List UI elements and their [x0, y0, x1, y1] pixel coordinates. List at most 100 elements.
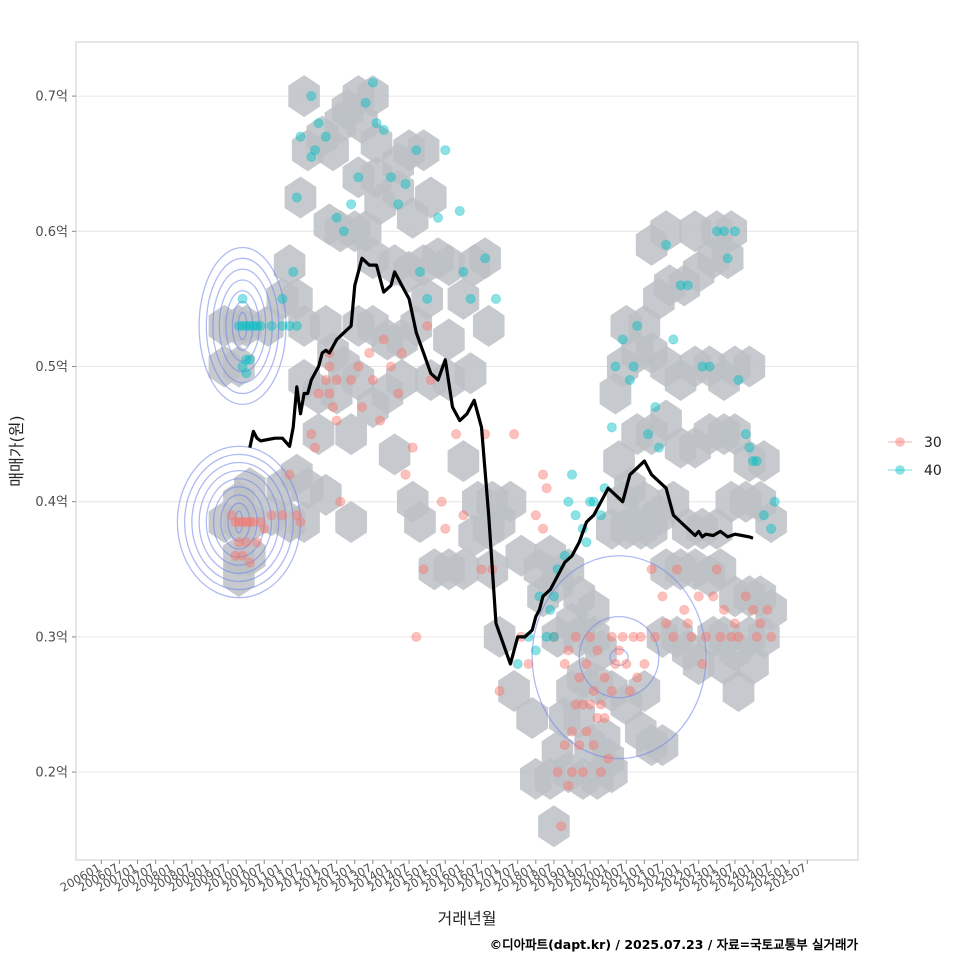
y-tick-label: 0.5억: [35, 360, 68, 375]
point-30: [327, 401, 339, 413]
point-40: [584, 496, 596, 507]
point-30: [548, 631, 559, 643]
hex-bin: [447, 440, 480, 483]
point-30: [679, 604, 690, 615]
point-30: [559, 739, 570, 751]
point-40: [729, 226, 741, 237]
point-30: [418, 564, 429, 575]
point-30: [635, 631, 646, 643]
point-40: [360, 97, 371, 108]
point-40: [751, 456, 762, 467]
point-30: [248, 516, 259, 528]
point-40: [244, 354, 255, 365]
point-30: [661, 618, 672, 629]
point-40: [610, 361, 621, 372]
point-30: [552, 767, 563, 778]
point-40: [624, 374, 636, 386]
contour-line: [237, 311, 248, 341]
point-40: [309, 145, 321, 156]
point-40: [454, 205, 465, 217]
point-30: [718, 604, 730, 615]
point-30: [570, 631, 581, 643]
point-30: [755, 618, 766, 629]
point-40: [440, 145, 451, 156]
point-30: [476, 564, 487, 575]
point-30: [233, 537, 245, 548]
hex-bin: [494, 480, 527, 523]
point-40: [595, 510, 607, 521]
point-40: [628, 361, 639, 372]
point-30: [566, 767, 578, 778]
hex-bin: [404, 501, 436, 543]
point-30: [313, 388, 324, 399]
point-40: [233, 320, 245, 332]
point-30: [697, 658, 708, 670]
point-30: [346, 374, 357, 386]
point-40: [566, 469, 578, 480]
contour-line: [198, 246, 287, 406]
contour-line: [212, 268, 273, 384]
point-40: [642, 428, 654, 440]
y-tick-label: 0.7억: [35, 90, 68, 105]
trend-line-path: [248, 256, 754, 666]
point-30: [617, 631, 628, 643]
point-30: [574, 672, 585, 683]
x-axis-title: 거래년월: [438, 909, 497, 928]
point-30: [577, 699, 588, 710]
hex-bin: [433, 318, 465, 361]
point-30: [541, 483, 552, 494]
point-30: [747, 604, 759, 615]
hex-bin: [520, 757, 552, 800]
point-40: [306, 151, 317, 163]
point-30: [693, 591, 704, 602]
contour-line: [234, 510, 244, 534]
point-30: [237, 550, 248, 561]
hex-bin: [335, 413, 367, 456]
point-40: [338, 226, 350, 237]
point-40: [650, 401, 661, 413]
point-30: [751, 631, 762, 643]
point-30: [241, 516, 252, 528]
point-40: [632, 320, 643, 332]
point-40: [747, 456, 759, 467]
point-40: [291, 192, 302, 203]
point-40: [237, 320, 248, 332]
point-40: [711, 226, 722, 237]
point-40: [675, 280, 686, 291]
point-30: [378, 334, 389, 345]
point-40: [668, 334, 679, 345]
point-40: [465, 293, 476, 304]
hex-bin: [516, 697, 548, 739]
point-30: [251, 537, 263, 548]
contour-line: [218, 279, 267, 373]
contour-line: [225, 290, 260, 362]
point-30: [364, 347, 375, 359]
y-tick-label: 0.2억: [35, 766, 68, 781]
point-30: [646, 564, 657, 575]
point-30: [367, 374, 378, 386]
point-30: [606, 631, 617, 643]
point-30: [621, 658, 632, 670]
point-30: [715, 631, 726, 643]
point-40: [371, 118, 382, 129]
point-30: [628, 631, 639, 643]
hex-bin: [498, 670, 530, 712]
point-40: [740, 428, 751, 440]
hex-bin: [302, 413, 335, 456]
point-30: [230, 516, 241, 528]
point-40: [661, 239, 672, 250]
contour-line: [220, 494, 258, 550]
point-40: [291, 320, 302, 332]
contour-line: [205, 257, 280, 395]
point-30: [266, 510, 277, 521]
point-30: [241, 537, 252, 548]
point-40: [769, 496, 780, 507]
point-30: [375, 415, 386, 426]
point-30: [396, 347, 407, 359]
hex-bin: [469, 237, 501, 280]
point-40: [570, 510, 581, 521]
point-30: [581, 658, 592, 670]
point-40: [385, 172, 397, 183]
point-40: [588, 496, 599, 507]
